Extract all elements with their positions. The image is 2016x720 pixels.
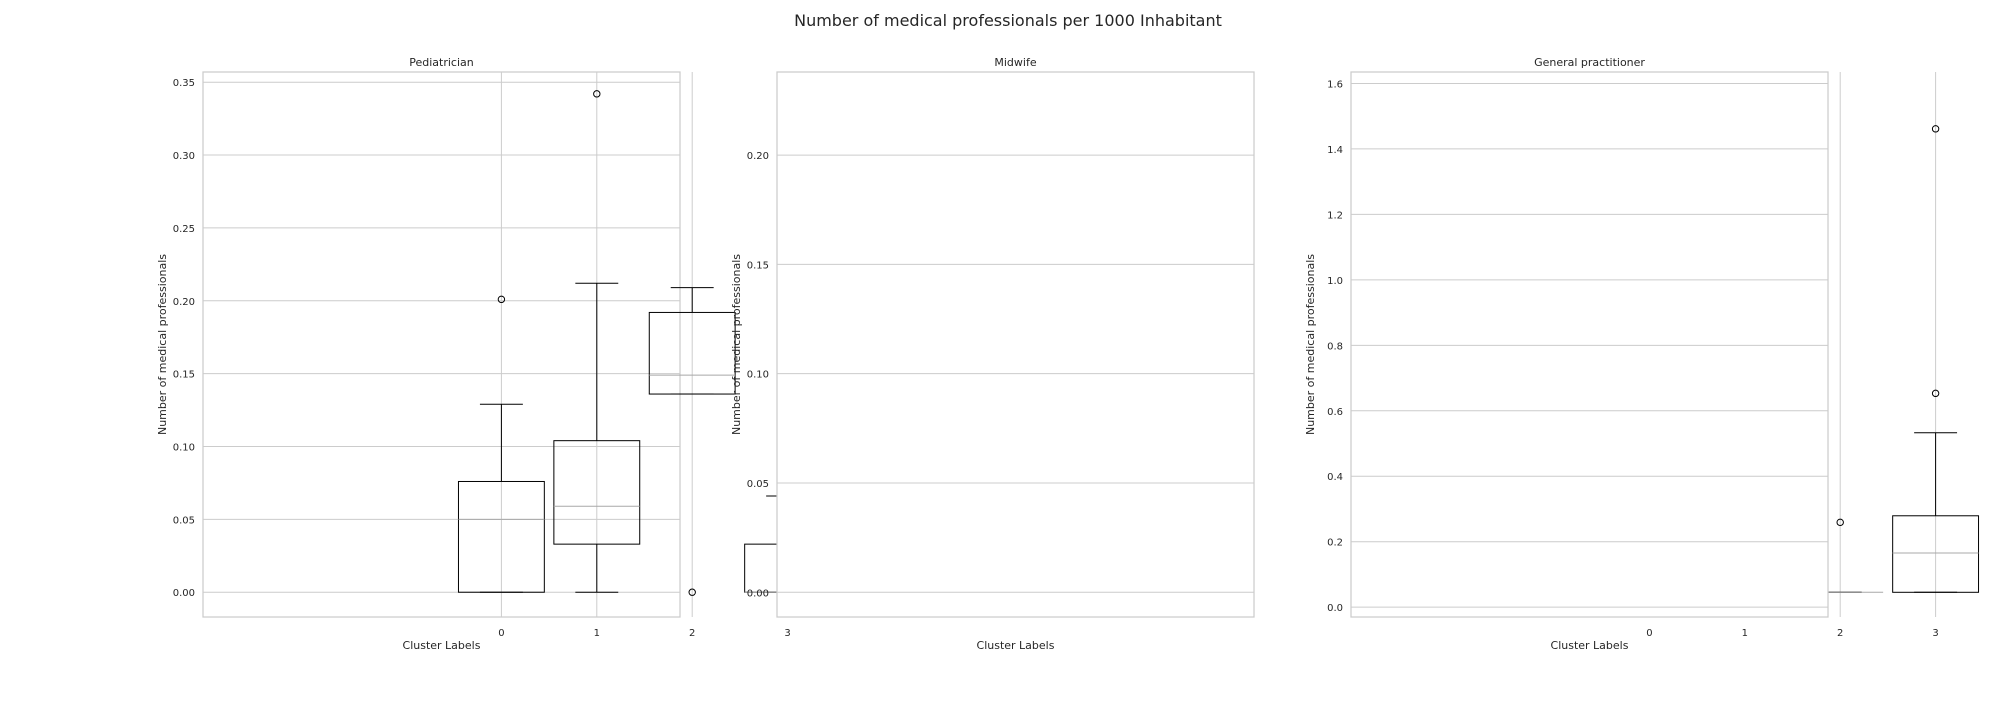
y-tick-label: 0.2	[1327, 538, 1343, 549]
y-tick-label: 0.0	[1327, 603, 1343, 614]
y-tick-label: 0.30	[173, 151, 195, 162]
subplot-title: Midwife	[994, 56, 1036, 69]
y-tick-label: 0.15	[173, 370, 195, 381]
outlier-point	[1836, 518, 1844, 527]
y-tick-label: 0.4	[1327, 472, 1343, 483]
y-tick-label: 0.6	[1327, 407, 1343, 418]
outlier-point	[593, 90, 601, 98]
plot-frame	[202, 71, 681, 618]
y-tick-label: 0.25	[173, 224, 195, 235]
x-axis-label: Cluster Labels	[977, 639, 1055, 652]
outlier-point	[1931, 389, 1940, 398]
y-tick-label: 0.10	[173, 443, 195, 454]
y-tick-label: 0.35	[173, 78, 195, 89]
plot-area	[203, 72, 680, 617]
y-tick-label: 0.05	[173, 515, 195, 526]
y-tick-label: 0.05	[747, 479, 769, 490]
x-tick-label: 2	[689, 628, 695, 639]
figure-title: Number of medical professionals per 1000…	[794, 11, 1222, 30]
subplot-title: General practitioner	[1534, 56, 1645, 69]
y-tick-label: 0.20	[747, 151, 769, 162]
x-tick-label: 0	[1646, 628, 1652, 639]
box-iqr	[648, 311, 736, 395]
y-tick-label: 0.10	[747, 370, 769, 381]
outlier-point	[497, 295, 506, 304]
x-tick-label: 1	[1742, 628, 1748, 639]
box-iqr	[1892, 515, 1980, 593]
y-tick-label: 0.20	[173, 297, 195, 308]
plot-area	[1351, 72, 1828, 617]
x-tick-label: 2	[1837, 628, 1843, 639]
x-tick-label: 0	[498, 628, 504, 639]
y-axis-label: Number of medical professionals	[156, 254, 169, 435]
plot-area	[777, 72, 1254, 617]
y-tick-label: 0.8	[1327, 341, 1343, 352]
x-tick-label: 1	[594, 628, 600, 639]
chart-panel-0: 0.00 0.05 0.10 0.15 0.20 0.25 0.30 0.35 0 1 2 3 Pedi…	[156, 56, 832, 652]
y-tick-label: 1.6	[1327, 79, 1343, 90]
y-tick-label: 0.15	[747, 260, 769, 271]
outlier-point	[688, 588, 696, 596]
y-axis-label: Number of medical professionals	[730, 254, 743, 435]
chart-panel-1: 0.00 0.05 0.10 0.15 0.20 0 1 2 3 Midwife Cluster L…	[730, 56, 1980, 652]
x-axis-label: Cluster Labels	[1551, 639, 1629, 652]
x-tick-label: 3	[784, 628, 790, 639]
box-iqr	[553, 440, 641, 545]
y-axis-label: Number of medical professionals	[1304, 254, 1317, 435]
y-tick-label: 0.00	[747, 588, 769, 599]
y-tick-label: 0.00	[173, 588, 195, 599]
y-tick-label: 1.2	[1327, 210, 1343, 221]
y-tick-label: 1.4	[1327, 145, 1343, 156]
x-tick-label: 3	[1932, 628, 1938, 639]
x-axis-label: Cluster Labels	[403, 639, 481, 652]
outlier-point	[1931, 125, 1940, 133]
chart-panel-2: 0.00.20.40.60.81.01.21.41.60123General p…	[1304, 56, 1829, 652]
plot-frame	[776, 71, 1255, 618]
plot-frame	[1350, 71, 1829, 618]
box-iqr	[457, 480, 545, 593]
y-tick-label: 1.0	[1327, 276, 1343, 287]
subplot-title: Pediatrician	[409, 56, 474, 69]
